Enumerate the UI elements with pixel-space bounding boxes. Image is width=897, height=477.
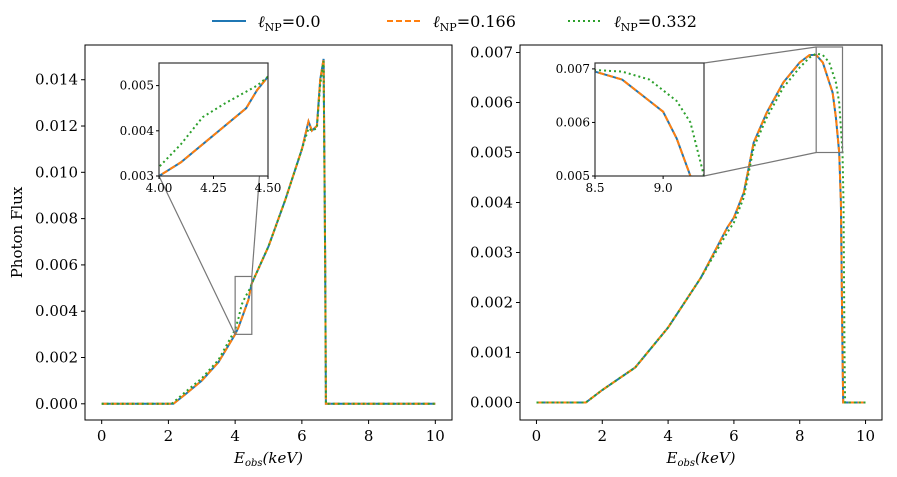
y-tick-label: 0.001 xyxy=(470,344,513,362)
panel-2: 0 2 4 6 8 10 0.000 0.001 0.002 0.003 0.004 0.005 0.0… xyxy=(470,44,883,469)
y-tick-label: 0.010 xyxy=(35,163,78,181)
y-tick-label: 0.002 xyxy=(470,294,513,312)
y-tick-label: 0.012 xyxy=(35,117,78,135)
legend-symbol: ℓ xyxy=(433,12,440,31)
y-tick-label: 0.007 xyxy=(470,44,513,62)
inset-y-tick-label: 0.005 xyxy=(556,169,590,183)
inset-series-line-3 xyxy=(159,75,268,169)
x-tick-label: 4 xyxy=(230,427,240,445)
legend-entry: ℓNP=0.166 xyxy=(387,12,516,34)
x-label-sub: obs xyxy=(677,458,695,469)
legend-subscript: NP xyxy=(265,21,283,34)
y-tick-label: 0.003 xyxy=(470,244,513,262)
legend-symbol: ℓ xyxy=(258,12,265,31)
x-tick-label: 8 xyxy=(364,427,374,445)
x-label-unit: (keV) xyxy=(263,449,304,467)
inset-y-tick-label: 0.005 xyxy=(120,79,154,93)
zoom-region-box xyxy=(234,275,253,335)
inset-y-tick-label: 0.007 xyxy=(556,62,590,76)
x-label-sub: obs xyxy=(245,458,263,469)
inset-connector-line xyxy=(158,175,236,335)
x-tick-label: 10 xyxy=(856,427,875,445)
legend-label: ℓNP=0.332 xyxy=(614,12,697,34)
y-tick-label: 0.006 xyxy=(470,94,513,112)
legend-entry: ℓNP=0.332 xyxy=(568,12,697,34)
x-label-main: E xyxy=(665,449,677,467)
inset-2: 8.5 9.0 0.005 0.006 0.007 xyxy=(556,46,844,195)
x-tick-label: 0 xyxy=(532,427,542,445)
x-tick-label: 10 xyxy=(426,427,445,445)
inset-x-tick-label: 4.50 xyxy=(255,181,282,195)
x-tick-label: 0 xyxy=(97,427,107,445)
y-tick-label: 0.006 xyxy=(35,256,78,274)
inset-y-tick-label: 0.006 xyxy=(556,115,590,129)
inset-x-tick-label: 9.0 xyxy=(654,181,673,195)
y-tick-label: 0.014 xyxy=(35,71,78,89)
inset-y-tick-label: 0.003 xyxy=(120,169,154,183)
inset-series-line-1 xyxy=(159,75,268,176)
legend-value: =0.332 xyxy=(638,12,697,31)
inset-connector-line xyxy=(703,46,817,64)
x-tick-label: 8 xyxy=(795,427,805,445)
y-tick-label: 0.004 xyxy=(470,194,513,212)
y-tick-label: 0.005 xyxy=(470,144,513,162)
axes-frame xyxy=(519,44,883,421)
series-line-2 xyxy=(101,58,436,405)
y-tick-label: 0.002 xyxy=(35,349,78,367)
legend-subscript: NP xyxy=(440,21,458,34)
inset-background xyxy=(595,63,704,176)
legend-symbol: ℓ xyxy=(614,12,621,31)
inset-series-line-2 xyxy=(159,75,268,176)
legend-entry: ℓNP=0.0 xyxy=(212,12,321,34)
y-axis-label: Photon Flux xyxy=(8,186,26,278)
y-tick-label: 0.000 xyxy=(470,394,513,412)
x-label-unit: (keV) xyxy=(695,449,736,467)
inset-1: 4.00 4.25 4.50 0.003 0.004 0.005 xyxy=(120,62,282,335)
series-line-2 xyxy=(536,54,866,404)
inset-x-tick-label: 4.25 xyxy=(200,181,227,195)
legend-value: =0.166 xyxy=(457,12,516,31)
zoom-region-box xyxy=(815,46,844,154)
x-axis-label: Eobs(keV) xyxy=(665,449,735,469)
legend-subscript: NP xyxy=(621,21,639,34)
axes-frame xyxy=(84,44,453,421)
x-label-main: E xyxy=(233,449,245,467)
inset-x-tick-label: 4.00 xyxy=(146,181,173,195)
inset-background xyxy=(159,63,268,176)
inset-x-tick-label: 8.5 xyxy=(585,181,604,195)
y-tick-label: 0.000 xyxy=(35,395,78,413)
x-tick-label: 6 xyxy=(729,427,739,445)
inset-connector-line xyxy=(703,151,817,177)
x-tick-label: 2 xyxy=(597,427,607,445)
series-line-3 xyxy=(101,61,436,405)
legend-label: ℓNP=0.166 xyxy=(433,12,516,34)
inset-y-tick-label: 0.004 xyxy=(120,124,155,138)
x-tick-label: 2 xyxy=(164,427,174,445)
legend-value: =0.0 xyxy=(282,12,321,31)
legend-label: ℓNP=0.0 xyxy=(258,12,321,34)
y-tick-label: 0.008 xyxy=(35,210,78,228)
x-tick-label: 6 xyxy=(297,427,307,445)
x-axis-label: Eobs(keV) xyxy=(233,449,303,469)
y-tick-label: 0.004 xyxy=(35,302,78,320)
inset-frame xyxy=(594,62,705,177)
x-tick-label: 4 xyxy=(663,427,673,445)
